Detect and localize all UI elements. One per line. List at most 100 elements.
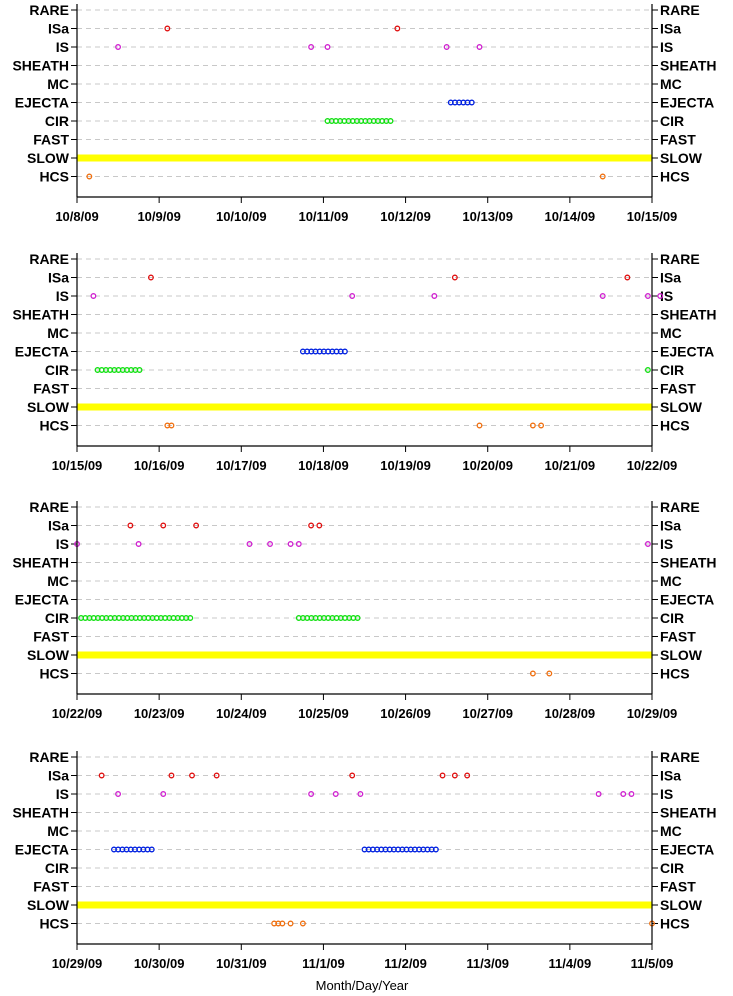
right-category-label: HCS bbox=[660, 916, 690, 932]
cir-band-point bbox=[644, 367, 651, 373]
isa-point bbox=[394, 25, 401, 32]
right-category-label: RARE bbox=[660, 2, 700, 18]
panel-4: RARE RARE ISa ISa IS IS SHEATH SHEATH MC MC EJECTA… bbox=[12, 749, 716, 971]
x-tick-label: 10/29/09 bbox=[627, 706, 678, 721]
left-category-label: ISa bbox=[48, 768, 69, 784]
is-point bbox=[644, 293, 651, 299]
right-category-label: HCS bbox=[660, 418, 690, 434]
is-point bbox=[287, 541, 294, 547]
left-category-label: CIR bbox=[45, 610, 69, 626]
isa-point bbox=[451, 274, 458, 281]
cir-band-1 bbox=[78, 615, 194, 621]
left-category-label: MC bbox=[47, 76, 69, 92]
hcs-point bbox=[86, 173, 93, 180]
x-tick-label: 10/11/09 bbox=[298, 209, 348, 224]
isa-point bbox=[451, 772, 458, 779]
right-category-label: IS bbox=[660, 536, 673, 552]
right-category-label: ISa bbox=[660, 518, 681, 534]
hcs-point bbox=[538, 422, 545, 429]
x-tick-label: 10/16/09 bbox=[134, 458, 185, 473]
cir-band-point bbox=[136, 367, 143, 373]
hcs-point bbox=[599, 173, 606, 180]
isa-point bbox=[160, 522, 167, 529]
right-category-label: RARE bbox=[660, 251, 700, 267]
left-category-label: FAST bbox=[33, 629, 69, 645]
left-category-label: ISa bbox=[48, 21, 69, 37]
isa-point bbox=[189, 772, 195, 779]
isa-point bbox=[164, 25, 171, 32]
slow-band bbox=[77, 154, 652, 162]
isa-point bbox=[98, 772, 105, 779]
left-category-label: IS bbox=[56, 786, 69, 802]
right-category-label: HCS bbox=[660, 666, 690, 682]
x-tick-label: 10/27/09 bbox=[462, 706, 513, 721]
right-category-label: ISa bbox=[660, 270, 681, 286]
ejecta-band-point bbox=[341, 348, 348, 355]
is-point bbox=[160, 791, 167, 797]
left-category-label: EJECTA bbox=[15, 344, 69, 360]
is-point bbox=[443, 44, 450, 50]
x-tick-label: 10/17/09 bbox=[216, 458, 267, 473]
left-category-label: SHEATH bbox=[12, 58, 69, 74]
left-category-label: SHEATH bbox=[12, 805, 69, 821]
is-point bbox=[357, 791, 364, 797]
right-category-label: FAST bbox=[660, 629, 696, 645]
right-category-label: CIR bbox=[660, 610, 684, 626]
x-tick-label: 10/13/09 bbox=[462, 209, 513, 224]
left-category-label: IS bbox=[56, 536, 69, 552]
left-category-label: RARE bbox=[29, 251, 69, 267]
ejecta-band-point bbox=[148, 846, 155, 853]
x-tick-label: 10/22/09 bbox=[52, 706, 103, 721]
left-category-label: FAST bbox=[33, 381, 69, 397]
right-category-label: FAST bbox=[660, 132, 696, 148]
hcs-point bbox=[476, 422, 483, 429]
x-tick-label: 10/25/09 bbox=[298, 706, 349, 721]
right-category-label: EJECTA bbox=[660, 592, 714, 608]
left-category-label: HCS bbox=[39, 666, 69, 682]
right-category-label: EJECTA bbox=[660, 344, 714, 360]
x-tick-label: 10/15/09 bbox=[627, 209, 678, 224]
hcs-point bbox=[529, 670, 536, 677]
is-point bbox=[115, 791, 122, 797]
left-category-label: FAST bbox=[33, 132, 69, 148]
left-category-label: HCS bbox=[39, 916, 69, 932]
left-category-label: SLOW bbox=[27, 647, 70, 663]
cir-band-point bbox=[354, 615, 361, 621]
ejecta-band-point bbox=[468, 99, 475, 106]
is-point bbox=[628, 791, 635, 797]
right-category-label: SLOW bbox=[660, 399, 703, 415]
is-point bbox=[324, 44, 331, 50]
left-category-label: SHEATH bbox=[12, 555, 69, 571]
is-point bbox=[308, 791, 315, 797]
hcs-point bbox=[279, 920, 286, 927]
hcs-point bbox=[287, 920, 294, 927]
right-category-label: HCS bbox=[660, 169, 690, 185]
is-point bbox=[644, 541, 651, 547]
left-category-label: EJECTA bbox=[15, 842, 69, 858]
is-point bbox=[349, 293, 356, 299]
left-category-label: ISa bbox=[48, 518, 69, 534]
hcs-point bbox=[168, 422, 175, 429]
right-category-label: SHEATH bbox=[660, 307, 717, 323]
ejecta-band-1 bbox=[299, 348, 348, 355]
right-category-label: MC bbox=[660, 823, 682, 839]
right-category-label: CIR bbox=[660, 362, 684, 378]
ejecta-band-point bbox=[432, 846, 439, 853]
left-category-label: CIR bbox=[45, 362, 69, 378]
isa-point bbox=[624, 274, 631, 281]
left-category-label: RARE bbox=[29, 499, 69, 515]
cir-band-2 bbox=[295, 615, 361, 621]
left-category-label: SLOW bbox=[27, 150, 70, 166]
x-tick-label: 10/28/09 bbox=[545, 706, 596, 721]
ejecta-band-1 bbox=[111, 846, 155, 853]
x-tick-label: 11/4/09 bbox=[549, 956, 592, 971]
panel-1: RARE RARE ISa ISa IS IS SHEATH SHEATH MC MC EJECTA… bbox=[12, 2, 716, 224]
right-category-label: IS bbox=[660, 39, 673, 55]
is-point bbox=[90, 293, 97, 299]
is-point bbox=[246, 541, 253, 547]
is-point bbox=[657, 293, 664, 299]
x-tick-label: 10/30/09 bbox=[134, 956, 185, 971]
right-category-label: FAST bbox=[660, 879, 696, 895]
cir-band-2 bbox=[644, 367, 651, 373]
